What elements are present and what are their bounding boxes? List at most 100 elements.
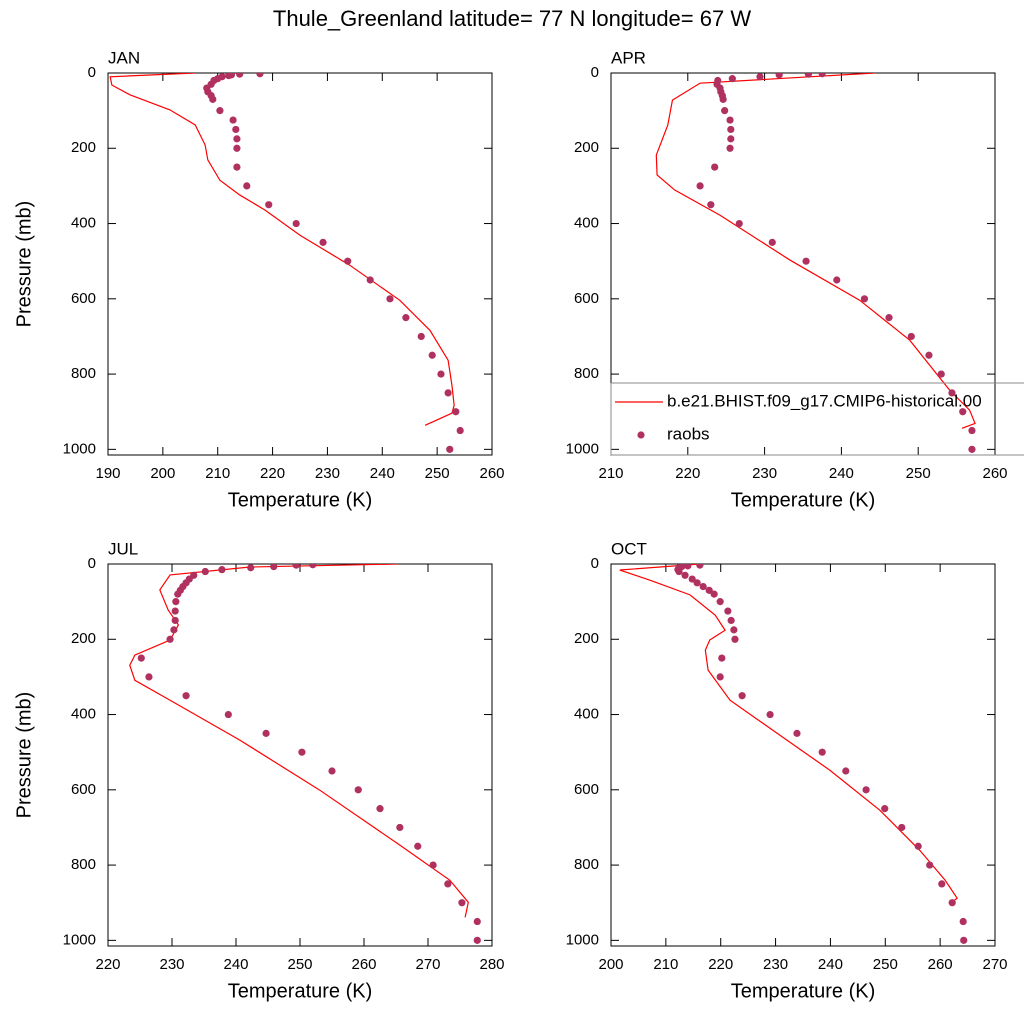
obs-point [793,729,801,737]
y-tick-label: 0 [88,555,96,572]
y-tick-label: 600 [71,781,96,798]
obs-point [218,566,226,574]
obs-point [456,426,464,435]
y-tick-label: 200 [574,139,599,156]
y-axis-title: Pressure (mb) [13,692,35,819]
plot-frame [610,563,996,947]
obs-point [696,564,704,569]
obs-point [428,351,436,359]
obs-point [417,332,425,341]
obs-point [675,567,683,576]
obs-point [247,564,255,572]
obs-point [907,332,915,341]
y-tick-label: 800 [71,365,96,382]
obs-point [225,73,233,80]
obs-point [429,861,437,869]
obs-point [726,144,734,152]
obs-point [696,182,704,190]
obs-point [684,564,692,570]
y-tick-label: 400 [71,215,96,232]
obs-point [968,445,976,453]
model-line [619,564,958,904]
obs-point [402,314,410,322]
obs-point [166,635,174,643]
obs-point [309,564,317,569]
obs-point [328,767,336,775]
legend-marker [637,431,645,439]
x-tick-label: 260 [479,465,504,482]
obs-point [705,586,713,594]
obs-point [766,710,774,719]
x-axis-title: Temperature (K) [228,489,373,511]
obs-point [688,575,696,583]
obs-point [182,692,190,700]
plot-area [655,73,976,453]
obs-point [968,426,976,435]
obs-point [233,144,241,152]
y-tick-label: 0 [591,555,599,572]
plot-frame [107,72,493,456]
obs-point [452,408,460,416]
obs-point [881,805,889,813]
obs-point [262,729,270,737]
x-tick-label: 240 [818,956,843,973]
obs-point [727,135,735,143]
x-tick-label: 260 [982,465,1007,482]
obs-point [735,219,743,228]
obs-point [727,616,735,625]
obs-point [738,692,746,700]
obs-point [959,917,967,926]
obs-point [354,786,362,794]
panel-title: OCT [611,539,647,558]
plot-area [619,564,968,944]
legend-label: b.e21.BHIST.f09_g17.CMIP6-historical.00 [667,391,982,410]
obs-point [366,276,374,284]
obs-point [446,445,454,453]
x-tick-label: 260 [928,956,953,973]
obs-point [860,295,869,303]
obs-point [233,135,241,143]
obs-point [804,73,812,78]
obs-point [756,73,764,81]
obs-point [960,936,968,944]
x-tick-label: 210 [653,956,678,973]
obs-point [224,710,232,719]
obs-point [938,880,946,888]
obs-point [232,125,240,134]
obs-point [728,75,736,83]
y-tick-label: 200 [574,630,599,647]
x-tick-label: 270 [982,956,1007,973]
y-tick-label: 800 [71,856,96,873]
panel-title: APR [611,48,646,67]
obs-point [473,917,481,926]
obs-point [171,607,179,615]
y-tick-label: 0 [591,64,599,81]
x-tick-label: 230 [763,956,788,973]
obs-point [731,635,739,643]
obs-point [937,370,945,378]
y-tick-label: 600 [574,290,599,307]
obs-point [145,673,153,681]
obs-point [216,107,224,115]
obs-point [292,219,300,228]
obs-point [925,351,933,359]
obs-point [693,579,701,587]
obs-point [914,842,922,850]
x-axis-title: Temperature (K) [228,980,373,1002]
obs-point [862,786,870,794]
x-tick-label: 220 [675,465,700,482]
obs-point [319,238,327,246]
y-tick-label: 200 [71,630,96,647]
obs-point [699,582,707,591]
obs-point [396,823,404,832]
x-tick-label: 240 [370,465,395,482]
obs-point [718,654,726,662]
obs-point [833,276,841,284]
obs-point [818,73,826,78]
y-tick-label: 1000 [566,931,599,948]
obs-point [885,314,893,322]
x-tick-label: 250 [287,956,312,973]
obs-point [444,880,452,888]
